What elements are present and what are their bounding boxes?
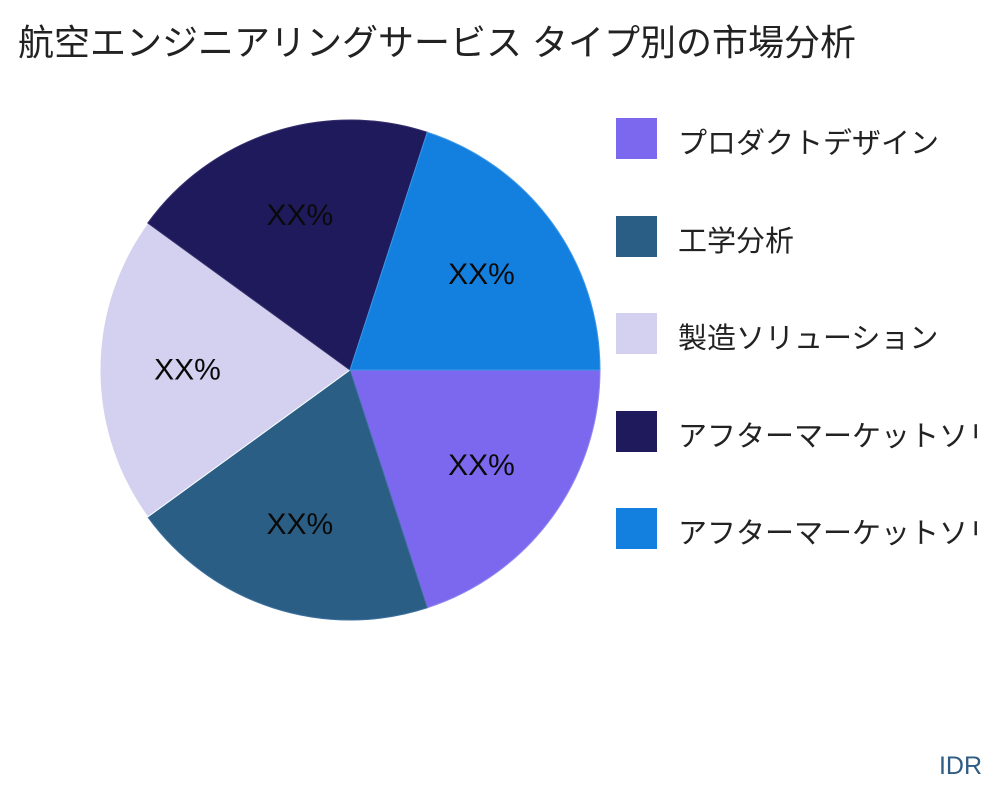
svg-text:XX%: XX% (448, 449, 515, 482)
svg-text:XX%: XX% (448, 258, 515, 291)
svg-text:XX%: XX% (266, 508, 333, 541)
svg-text:XX%: XX% (266, 199, 333, 232)
svg-text:XX%: XX% (154, 354, 221, 387)
